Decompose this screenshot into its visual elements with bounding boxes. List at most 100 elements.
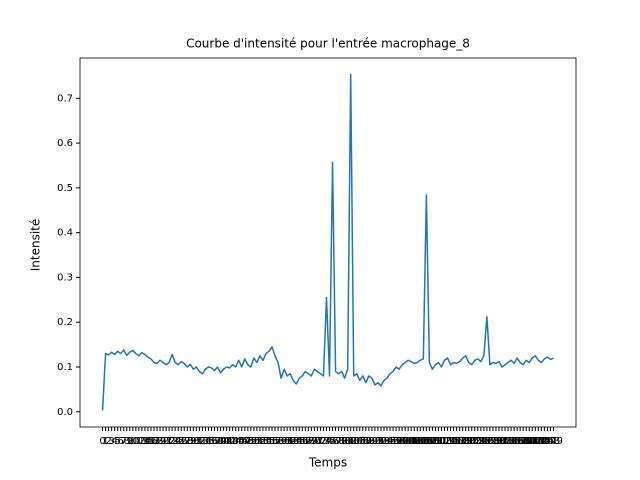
y-tick-label: 0.6 (57, 138, 73, 149)
x-tick-label: 30 (187, 436, 200, 447)
x-tick-label: 60 (278, 436, 291, 447)
x-tick-label: 82 (344, 436, 357, 447)
y-tick-label: 0.7 (57, 93, 73, 104)
x-tick-label: 98 (393, 436, 406, 447)
x-tick-label: 53 (257, 436, 270, 447)
x-tick-label: 23 (166, 436, 179, 447)
x-tick-label: 114 (438, 436, 457, 447)
x-tick-label: 33 (196, 436, 209, 447)
x-tick-label: 121 (459, 436, 478, 447)
x-tick-label: 85 (353, 436, 366, 447)
x-tick-label: 57 (269, 436, 282, 447)
x-tick-label: 6 (118, 436, 124, 447)
x-tick-label: 110 (426, 436, 445, 447)
x-tick-label: 38 (211, 436, 224, 447)
x-tick-label: 135 (502, 436, 521, 447)
x-tick-label: 76 (326, 436, 339, 447)
x-tick-label: 119 (453, 436, 472, 447)
x-tick-label: 50 (247, 436, 260, 447)
x-tick-label: 35 (202, 436, 215, 447)
x-tick-label: 1 (102, 436, 108, 447)
x-tick-label: 89 (366, 436, 379, 447)
x-tick-label: 52 (254, 436, 267, 447)
x-tick-label: 144 (529, 436, 548, 447)
x-tick-label: 132 (492, 436, 511, 447)
x-tick-label: 45 (232, 436, 245, 447)
x-tick-label: 29 (184, 436, 197, 447)
x-tick-label: 88 (362, 436, 375, 447)
x-tick-label: 92 (375, 436, 388, 447)
x-tick-label: 72 (314, 436, 327, 447)
x-tick-label: 48 (241, 436, 254, 447)
x-tick-label: 147 (538, 436, 557, 447)
x-tick-label: 0 (99, 436, 105, 447)
x-tick-label: 66 (296, 436, 309, 447)
x-tick-label: 64 (290, 436, 303, 447)
x-tick-label: 87 (359, 436, 372, 447)
x-tick-label: 40 (217, 436, 230, 447)
x-tick-label: 134 (499, 436, 518, 447)
x-tick-label: 15 (142, 436, 155, 447)
y-tick-label: 0.1 (57, 362, 73, 373)
x-tick-label: 113 (435, 436, 454, 447)
x-tick-label: 11 (129, 436, 142, 447)
x-tick-label: 149 (544, 436, 563, 447)
x-tick-label: 36 (205, 436, 218, 447)
x-tick-label: 19 (154, 436, 167, 447)
x-tick-label: 94 (381, 436, 394, 447)
x-tick-label: 75 (323, 436, 336, 447)
x-tick-label: 112 (432, 436, 451, 447)
x-tick-label: 80 (338, 436, 351, 447)
x-tick-label: 115 (441, 436, 460, 447)
y-tick-label: 0.2 (57, 317, 73, 328)
x-tick-label: 70 (308, 436, 321, 447)
x-tick-label: 131 (489, 436, 508, 447)
x-tick-label: 96 (387, 436, 400, 447)
y-tick-label: 0.0 (57, 407, 73, 418)
y-tick-label: 0.5 (57, 183, 73, 194)
x-tick-label: 18 (151, 436, 164, 447)
x-tick-label: 65 (293, 436, 306, 447)
x-tick-label: 86 (356, 436, 369, 447)
x-tick-label: 125 (471, 436, 490, 447)
x-tick-label: 47 (238, 436, 251, 447)
x-tick-label: 44 (229, 436, 242, 447)
x-tick-label: 126 (474, 436, 493, 447)
x-tick-label: 143 (526, 436, 545, 447)
x-tick-label: 13 (136, 436, 149, 447)
x-tick-label: 9 (127, 436, 133, 447)
x-tick-label: 78 (332, 436, 345, 447)
x-tick-label: 107 (417, 436, 436, 447)
y-tick-label: 0.3 (57, 272, 73, 283)
x-tick-label: 122 (462, 436, 481, 447)
x-tick-label: 27 (178, 436, 191, 447)
x-tick-label: 59 (275, 436, 288, 447)
x-tick-label: 129 (483, 436, 502, 447)
x-tick-label: 26 (175, 436, 188, 447)
x-tick-label: 99 (396, 436, 409, 447)
x-tick-label: 55 (263, 436, 276, 447)
x-tick-label: 91 (372, 436, 385, 447)
x-tick-label: 31 (190, 436, 203, 447)
chart-title: Courbe d'intensité pour l'entrée macroph… (186, 37, 470, 51)
x-tick-label: 4 (111, 436, 117, 447)
x-tick-label: 138 (511, 436, 530, 447)
x-tick-label: 79 (335, 436, 348, 447)
x-tick-label: 21 (160, 436, 173, 447)
x-tick-label: 37 (208, 436, 221, 447)
x-tick-label: 5 (114, 436, 120, 447)
x-tick-label: 146 (535, 436, 554, 447)
x-tick-label: 139 (514, 436, 533, 447)
y-tick-label: 0.4 (57, 228, 73, 239)
x-tick-label: 34 (199, 436, 212, 447)
x-tick-label: 83 (347, 436, 360, 447)
x-tick-label: 108 (420, 436, 439, 447)
x-tick-label: 14 (139, 436, 152, 447)
x-tick-label: 73 (317, 436, 330, 447)
plot-frame (79, 57, 577, 428)
x-tick-label: 74 (320, 436, 333, 447)
x-tick-label: 120 (456, 436, 475, 447)
x-axis-label: Temps (308, 456, 347, 470)
data-line (101, 73, 554, 411)
x-tick-label: 102 (402, 436, 421, 447)
